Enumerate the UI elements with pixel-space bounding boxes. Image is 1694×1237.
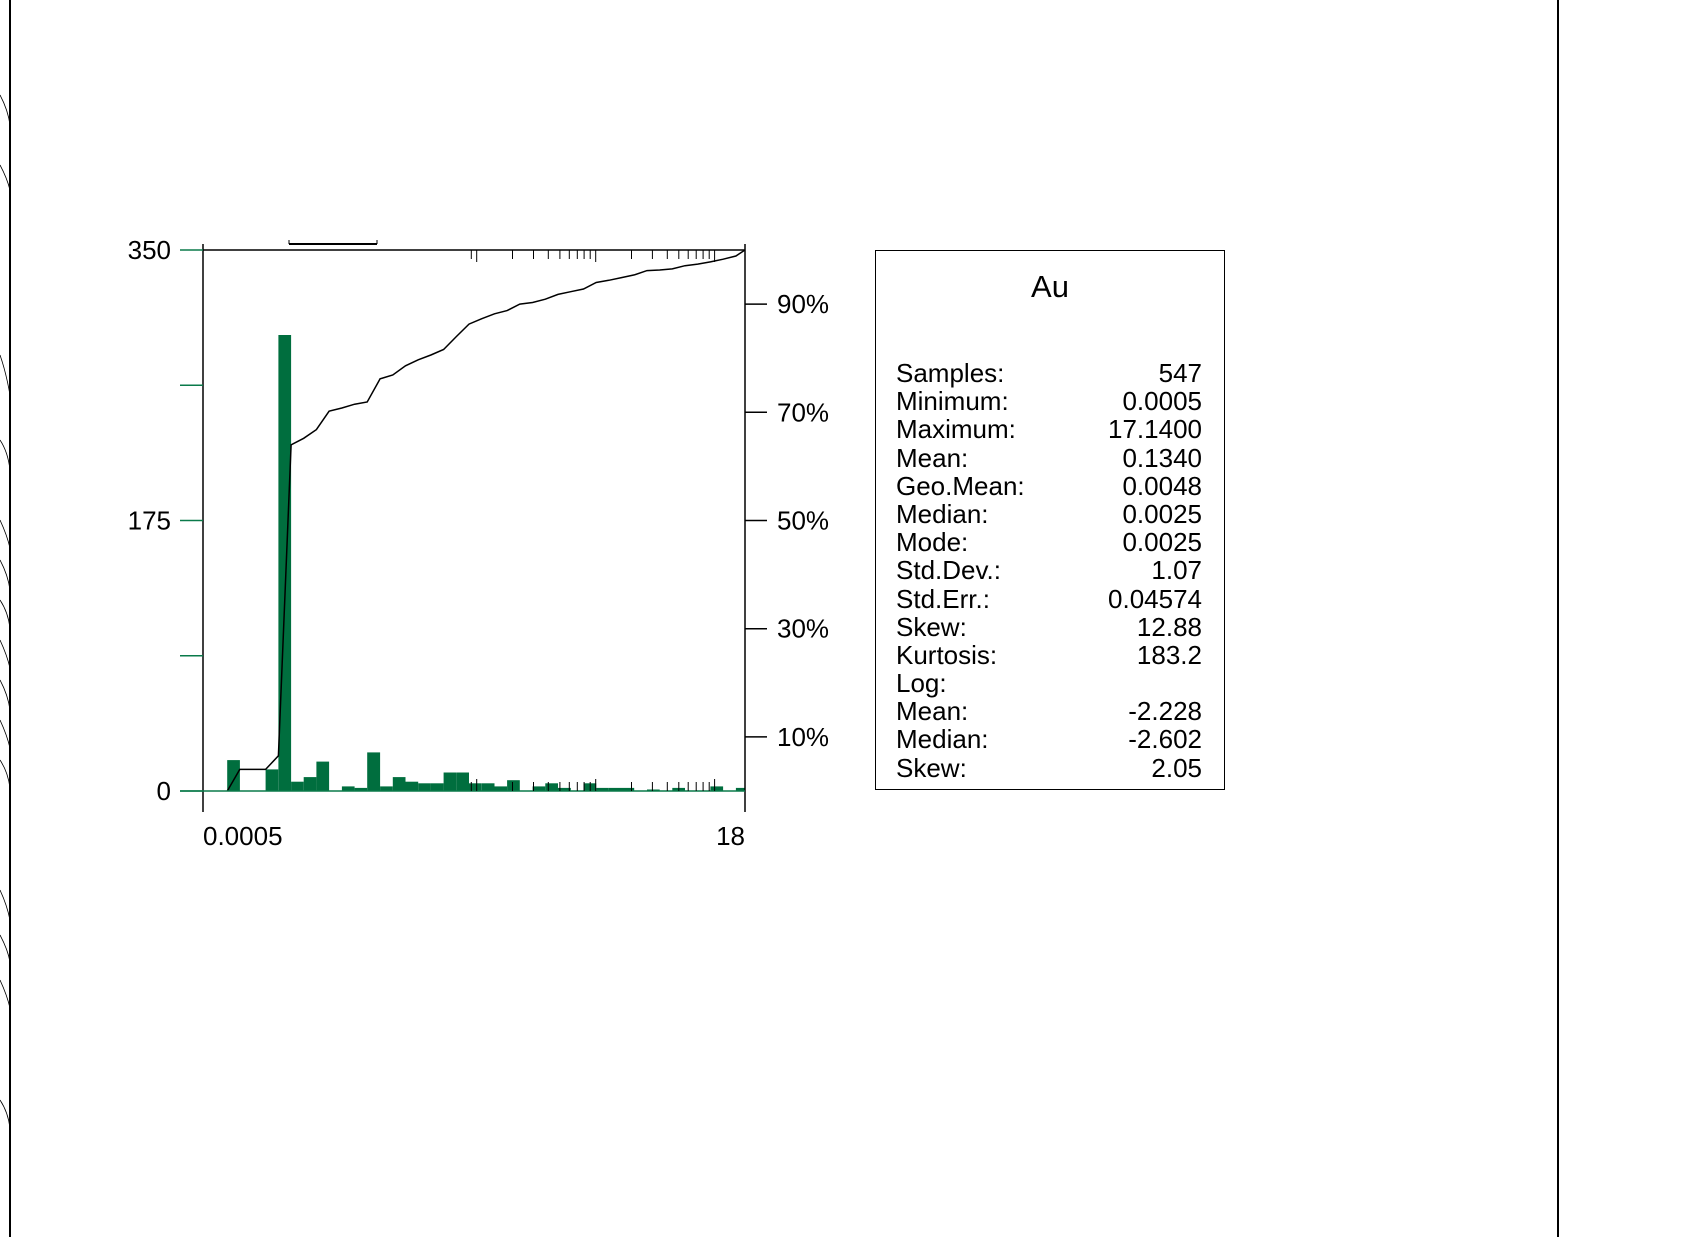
histogram-bar bbox=[291, 781, 304, 791]
stat-row: Mean: 0.1340 bbox=[896, 442, 1202, 473]
stat-value: 17.1400 bbox=[1108, 414, 1202, 445]
stat-row: Mode: 0.0025 bbox=[896, 528, 1202, 556]
histogram-bar bbox=[608, 787, 622, 791]
left-axis-ticks: 0 175 350 bbox=[128, 235, 203, 806]
stat-value: 0.1340 bbox=[1122, 442, 1202, 473]
stat-row: Std.Err.: 0.04574 bbox=[896, 583, 1202, 614]
stat-value: 183.2 bbox=[1136, 639, 1202, 670]
stat-value: 2.05 bbox=[1151, 752, 1202, 783]
histogram-bar bbox=[316, 761, 330, 791]
page-border-left bbox=[9, 0, 11, 1237]
histogram-bar bbox=[367, 752, 381, 791]
stat-label: Std.Dev.: bbox=[896, 555, 1002, 586]
stat-label: Samples: bbox=[896, 358, 1005, 388]
stat-label: Median: bbox=[896, 724, 989, 755]
histogram-bar bbox=[418, 783, 431, 791]
stat-label: Skew: bbox=[896, 611, 967, 642]
stat-value: 1.07 bbox=[1151, 555, 1202, 586]
stat-label: Minimum: bbox=[896, 386, 1009, 417]
histogram-chart: 0 175 350 10% 30% 50% 70% 90% 0.0005 18 bbox=[128, 235, 829, 851]
stat-row: Samples: 547 bbox=[896, 359, 1202, 387]
histogram-bar bbox=[265, 769, 279, 791]
right-tick-label: 50% bbox=[777, 506, 829, 536]
stat-label: Mean: bbox=[896, 442, 969, 473]
histogram-bar bbox=[430, 783, 444, 791]
stat-row: Median: -2.602 bbox=[896, 725, 1202, 753]
stat-row: Median: 0.0025 bbox=[896, 500, 1202, 528]
stat-value: 0.04574 bbox=[1108, 583, 1202, 614]
histogram-bar bbox=[481, 783, 495, 791]
stat-row: Skew: 2.05 bbox=[896, 754, 1202, 782]
histogram-bar bbox=[443, 772, 457, 791]
stat-label: Log: bbox=[896, 668, 947, 699]
histogram-bar bbox=[710, 786, 724, 791]
stat-value: -2.602 bbox=[1128, 724, 1202, 755]
histogram-bar bbox=[545, 783, 558, 791]
right-axis-ticks: 10% 30% 50% 70% 90% bbox=[745, 289, 829, 752]
histogram-bar bbox=[532, 786, 546, 791]
stat-value: -2.228 bbox=[1128, 696, 1202, 727]
histogram-bar bbox=[392, 777, 406, 791]
right-tick-label: 30% bbox=[777, 614, 829, 644]
histogram-bar bbox=[621, 787, 635, 791]
x-tick-label-min: 0.0005 bbox=[203, 821, 283, 851]
stat-label: Kurtosis: bbox=[896, 639, 998, 670]
histogram-bar bbox=[456, 772, 469, 791]
right-tick-label: 70% bbox=[777, 397, 829, 427]
stat-value: 0.0025 bbox=[1122, 498, 1202, 529]
histogram-bar bbox=[227, 760, 240, 791]
stat-label: Median: bbox=[896, 498, 989, 529]
stat-row: Geo.Mean: 0.0048 bbox=[896, 472, 1202, 500]
histogram-bar bbox=[507, 780, 520, 791]
x-axis-ticks: 0.0005 18 bbox=[203, 821, 745, 851]
edge-hatch-decoration bbox=[0, 94, 11, 1129]
stat-value: 0.0005 bbox=[1122, 386, 1202, 417]
left-tick-label: 0 bbox=[157, 776, 171, 806]
stat-label: Geo.Mean: bbox=[896, 470, 1025, 501]
plot-frame bbox=[180, 240, 746, 812]
stats-rows: Samples: 547 Minimum: 0.0005 Maximum: 17.1400… bbox=[896, 359, 1202, 782]
x-tick-label-max: 18 bbox=[716, 821, 745, 851]
right-tick-label: 90% bbox=[777, 289, 829, 319]
log-minor-ticks bbox=[470, 250, 716, 791]
stat-row: Log: bbox=[896, 669, 1202, 697]
stat-value: 547 bbox=[1158, 358, 1202, 388]
stat-row: Std.Dev.: 1.07 bbox=[896, 556, 1202, 584]
statistics-panel: Au Samples: 547 Minimum: 0.0005 Maximum: 17.1… bbox=[875, 250, 1225, 790]
stat-row: Skew: 12.88 bbox=[896, 613, 1202, 641]
stat-label: Mode: bbox=[896, 527, 969, 558]
histogram-bar bbox=[380, 786, 393, 791]
histogram-bar bbox=[303, 777, 317, 791]
stat-label: Maximum: bbox=[896, 414, 1016, 445]
histogram-bar bbox=[596, 787, 609, 791]
stat-row: Kurtosis: 183.2 bbox=[896, 641, 1202, 669]
stat-label: Std.Err.: bbox=[896, 583, 990, 614]
stat-label: Skew: bbox=[896, 752, 967, 783]
histogram-bar bbox=[341, 786, 355, 791]
histogram-bar bbox=[494, 786, 508, 791]
cumulative-percent-line bbox=[226, 249, 746, 792]
histogram-bar bbox=[735, 787, 745, 791]
stats-title: Au bbox=[1031, 269, 1069, 304]
histogram-bar bbox=[405, 781, 419, 791]
stat-value: 0.0048 bbox=[1122, 470, 1202, 501]
page-border-right bbox=[1557, 0, 1559, 1237]
histogram-bar bbox=[469, 783, 482, 791]
stat-label: Mean: bbox=[896, 696, 969, 727]
histogram-bar bbox=[558, 787, 571, 791]
histogram-bar bbox=[354, 787, 368, 791]
stat-row: Maximum: 17.1400 bbox=[896, 415, 1202, 443]
bars-layer bbox=[227, 335, 745, 791]
stat-value: 0.0025 bbox=[1122, 527, 1202, 558]
stat-row: Mean: -2.228 bbox=[896, 697, 1202, 725]
stat-row: Minimum: 0.0005 bbox=[896, 387, 1202, 415]
stat-value: 12.88 bbox=[1136, 611, 1202, 642]
left-tick-label: 350 bbox=[128, 235, 171, 265]
left-tick-label: 175 bbox=[128, 506, 171, 536]
right-tick-label: 10% bbox=[777, 722, 829, 752]
